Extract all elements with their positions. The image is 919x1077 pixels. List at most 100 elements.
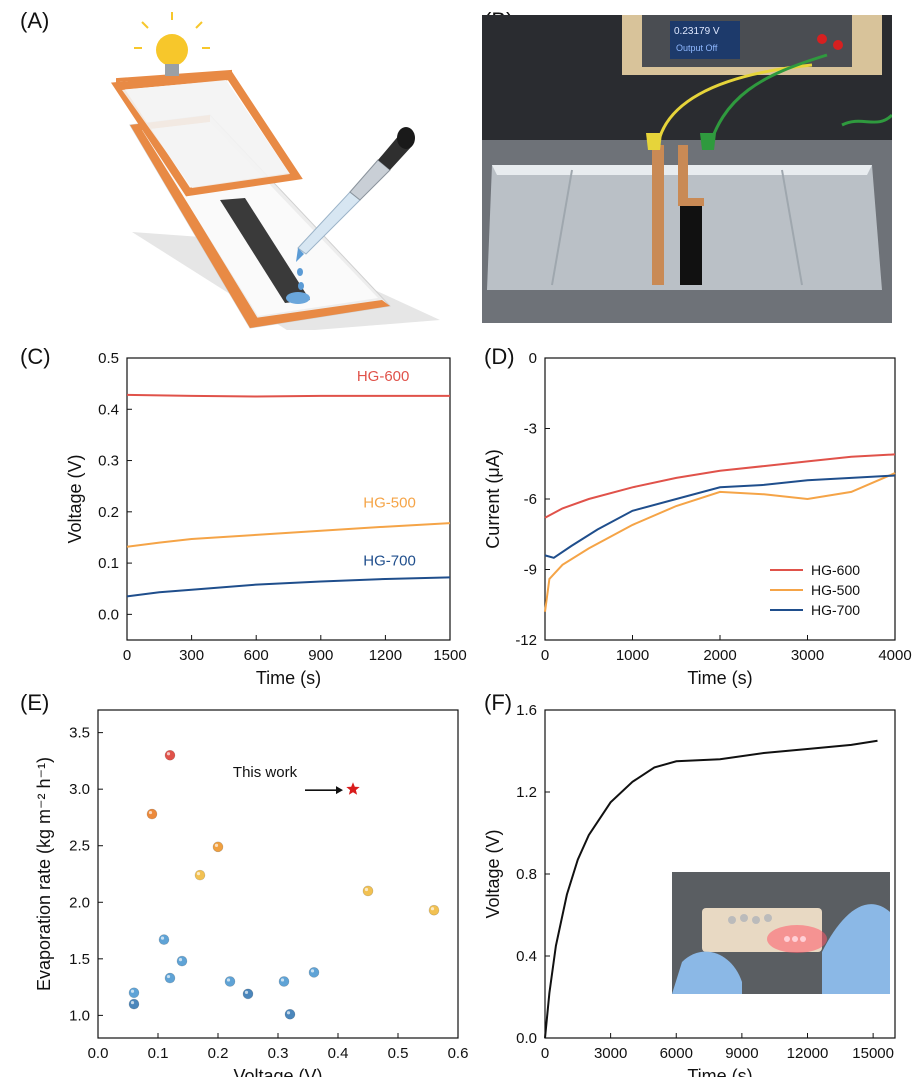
y-tick-label-d: -12 — [515, 632, 537, 649]
series-line-d-hg-500 — [544, 472, 896, 612]
instrument-display — [670, 21, 740, 59]
scatter-point-highlight — [166, 974, 171, 979]
tank-divider-1 — [551, 169, 573, 286]
y-tick-label-e: 2.0 — [69, 894, 90, 911]
x-tick-label-e: 0.1 — [148, 1045, 169, 1062]
copper-frame-bottom — [250, 300, 390, 328]
scatter-point — [308, 967, 320, 978]
dropper-icon — [296, 127, 415, 262]
device-illustration — [110, 12, 440, 330]
x-tick-label-d: 0 — [541, 647, 549, 664]
yellow-clip — [646, 133, 662, 150]
green-clip — [700, 133, 716, 150]
x-tick-label-e: 0.2 — [208, 1045, 229, 1062]
y-axis-label-e: Evaporation rate (kg m⁻² h⁻¹) — [34, 757, 54, 991]
y-tick-label-c: 0.2 — [98, 504, 119, 521]
scatter-point — [278, 976, 290, 987]
y-tick-label-f: 1.2 — [516, 784, 537, 801]
y-tick-label-f: 1.6 — [516, 702, 537, 719]
copper-electrode-left — [652, 145, 664, 285]
x-tick-label-e: 0.5 — [388, 1045, 409, 1062]
x-axis-label-d: Time (s) — [687, 668, 752, 688]
y-tick-label-d: -9 — [524, 562, 537, 579]
y-tick-label-c: 0.3 — [98, 453, 119, 470]
x-tick-label-d: 4000 — [878, 647, 911, 664]
y-tick-label-e: 1.5 — [69, 951, 90, 968]
y-tick-label-c: 0.5 — [98, 350, 119, 367]
led-2 — [792, 936, 798, 942]
x-axis-label-c: Time (s) — [256, 668, 321, 688]
y-tick-label-f: 0.8 — [516, 866, 537, 883]
x-tick-label-e: 0.6 — [448, 1045, 469, 1062]
plot-frame-e — [97, 709, 459, 1039]
panel-label-d: (D) — [484, 344, 515, 369]
hydrogel-strip — [220, 198, 310, 303]
scatter-point-highlight — [364, 887, 369, 892]
x-tick-label-d: 2000 — [703, 647, 736, 664]
scatter-point-highlight — [226, 978, 231, 982]
water-drop-icon — [286, 268, 310, 304]
y-tick-label-d: -3 — [524, 421, 537, 438]
x-tick-label-e: 0.4 — [328, 1045, 349, 1062]
legend-label-hg-700: HG-700 — [811, 602, 860, 618]
scatter-point — [146, 808, 158, 820]
y-axis-label-d: Current (μA) — [483, 449, 503, 548]
x-tick-label-e: 0.3 — [268, 1045, 289, 1062]
upper-electrode-frame — [110, 71, 303, 197]
scatter-point-highlight — [430, 907, 435, 911]
led-3 — [800, 936, 806, 942]
y-tick-label-e: 3.5 — [69, 725, 90, 742]
x-tick-label-c: 1500 — [433, 647, 466, 664]
x-axis-label-e: Voltage (V) — [233, 1066, 322, 1077]
series-label-hg-700: HG-700 — [363, 553, 416, 570]
x-tick-label-f: 12000 — [787, 1045, 829, 1062]
x-tick-label-c: 0 — [123, 647, 131, 664]
upper-film — [122, 80, 290, 188]
scatter-point-highlight — [148, 810, 153, 815]
scatter-point-highlight — [214, 843, 219, 847]
scatter-point-highlight — [178, 957, 183, 962]
panel-label-a: (A) — [20, 8, 50, 33]
y-tick-label-f: 0.0 — [516, 1030, 537, 1047]
led-inset-photo — [672, 872, 890, 994]
x-tick-label-e: 0.0 — [88, 1045, 109, 1062]
x-tick-label-f: 15000 — [852, 1045, 894, 1062]
panel-label-c: (C) — [20, 344, 51, 369]
y-tick-label-c: 0.4 — [98, 401, 119, 418]
y-tick-label-c: 0.1 — [98, 555, 119, 572]
y-tick-label-e: 2.5 — [69, 838, 90, 855]
red-terminal-2 — [833, 40, 843, 50]
series-line-c-hg-600 — [126, 393, 450, 398]
scatter-point-highlight — [244, 990, 249, 994]
light-bulb-icon — [134, 12, 210, 76]
y-axis-label-f: Voltage (V) — [483, 829, 503, 918]
scatter-point-highlight — [280, 978, 285, 982]
tank-divider-2 — [781, 169, 803, 286]
plot-frame-c — [126, 357, 451, 641]
copper-frame-left — [130, 125, 260, 328]
glove-left — [672, 951, 742, 994]
panel-label-f: (F) — [484, 690, 513, 715]
experiment-photo: 0.23179 V Output Off — [482, 15, 892, 323]
series-line-d-hg-700 — [544, 474, 896, 559]
display-status: Output Off — [676, 43, 718, 53]
legend-label-hg-500: HG-500 — [811, 582, 860, 598]
scatter-point — [194, 869, 206, 881]
y-tick-label-f: 0.4 — [516, 948, 537, 965]
scatter-point-highlight — [130, 1000, 135, 1005]
scatter-point — [128, 987, 140, 999]
hydrogel-sample — [680, 200, 702, 285]
x-tick-label-c: 600 — [244, 647, 269, 664]
y-tick-label-e: 3.0 — [69, 781, 90, 798]
y-tick-label-d: -6 — [524, 491, 537, 508]
series-line-c-hg-500 — [126, 522, 451, 548]
scatter-point — [224, 976, 236, 987]
scatter-point-highlight — [196, 872, 201, 876]
x-tick-label-c: 300 — [179, 647, 204, 664]
x-axis-label-f: Time (s) — [687, 1066, 752, 1077]
y-axis-label-c: Voltage (V) — [65, 454, 85, 543]
scatter-point — [428, 904, 440, 916]
copper-electrode-foot — [678, 198, 704, 206]
scatter-point — [284, 1008, 296, 1020]
display-voltage: 0.23179 V — [674, 26, 720, 37]
